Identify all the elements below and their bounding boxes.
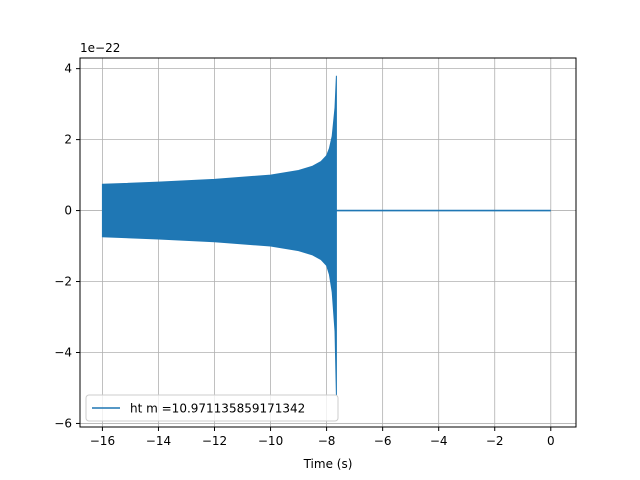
grid <box>80 58 576 427</box>
x-tick-label: −14 <box>146 434 171 448</box>
x-tick-label: −6 <box>374 434 392 448</box>
x-tick-label: −4 <box>430 434 448 448</box>
x-tick-label: 0 <box>547 434 555 448</box>
y-offset-label: 1e−22 <box>80 41 120 55</box>
y-tick-label: −2 <box>54 275 72 289</box>
x-axis-label: Time (s) <box>303 457 353 471</box>
x-tick-label: −16 <box>90 434 115 448</box>
plot-frame <box>79 57 577 428</box>
y-tick-label: 0 <box>64 204 72 218</box>
x-tick-label: −10 <box>258 434 283 448</box>
y-tick-label: −6 <box>54 416 72 430</box>
y-axis-ticks: −6 −4 −2 0 2 4 <box>54 62 80 430</box>
x-tick-label: −12 <box>202 434 227 448</box>
y-tick-label: −4 <box>54 345 72 359</box>
legend-box <box>85 394 339 422</box>
y-tick-label: 4 <box>64 62 72 76</box>
x-axis-ticks: −16 −14 −12 −10 −8 −6 −4 −2 0 <box>90 427 555 448</box>
y-tick-label: 2 <box>64 133 72 147</box>
x-tick-label: −8 <box>318 434 336 448</box>
legend: ht m =10.971135859171342 <box>85 394 339 422</box>
legend-entry-label: ht m =10.971135859171342 <box>130 402 305 416</box>
x-tick-label: −2 <box>486 434 504 448</box>
